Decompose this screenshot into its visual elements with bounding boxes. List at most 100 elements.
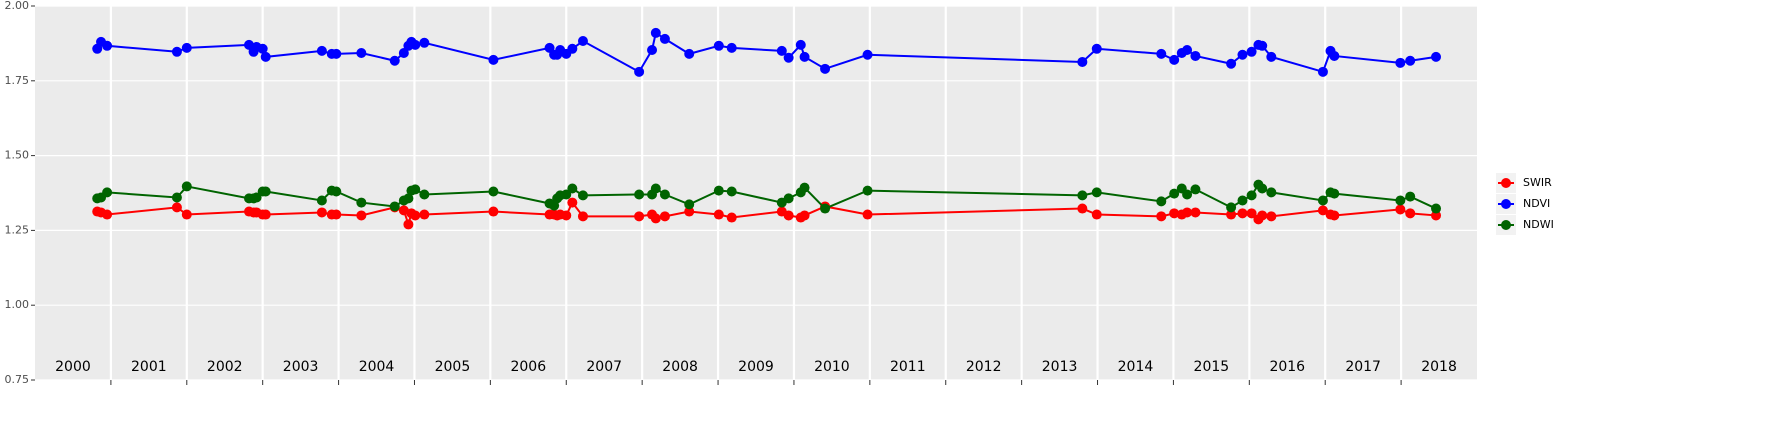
data-point <box>650 213 661 224</box>
data-point <box>783 210 794 221</box>
data-point <box>1431 51 1442 62</box>
data-point <box>102 209 113 220</box>
data-point <box>410 39 421 50</box>
data-point <box>1226 209 1237 220</box>
data-point <box>577 36 588 47</box>
data-point <box>684 206 695 217</box>
data-point <box>647 44 658 55</box>
data-point <box>102 187 113 198</box>
data-point <box>650 183 661 194</box>
data-point <box>260 51 271 62</box>
y-tick-label: 1.50 <box>5 149 30 162</box>
data-point <box>403 193 414 204</box>
data-point <box>1395 204 1406 215</box>
data-point <box>1091 187 1102 198</box>
data-point <box>488 54 499 65</box>
data-point <box>567 197 578 208</box>
y-tick-label: 1.00 <box>5 298 30 311</box>
legend-label: NDWI <box>1523 218 1554 231</box>
data-point <box>1329 50 1340 61</box>
data-point <box>795 39 806 50</box>
data-point <box>659 211 670 222</box>
data-point <box>684 199 695 210</box>
data-point <box>389 201 400 212</box>
data-point <box>316 207 327 218</box>
data-point <box>1169 54 1180 65</box>
data-point <box>316 45 327 56</box>
data-point <box>713 209 724 220</box>
data-point <box>577 190 588 201</box>
data-point <box>1091 209 1102 220</box>
data-point <box>1431 210 1442 221</box>
year-label: 2017 <box>1345 359 1381 375</box>
data-point <box>419 209 430 220</box>
data-point <box>181 42 192 53</box>
data-point <box>713 185 724 196</box>
data-point <box>403 219 414 230</box>
data-point <box>1431 203 1442 214</box>
data-point <box>331 209 342 220</box>
data-point <box>1091 43 1102 54</box>
data-point <box>410 210 421 221</box>
data-point <box>1237 208 1248 219</box>
data-point <box>102 40 113 51</box>
data-point <box>1190 50 1201 61</box>
year-label: 2008 <box>662 359 698 375</box>
data-point <box>1266 187 1277 198</box>
data-point <box>561 210 572 221</box>
data-point <box>1190 207 1201 218</box>
data-point <box>776 45 787 56</box>
data-point <box>389 55 400 66</box>
year-label: 2016 <box>1269 359 1305 375</box>
data-point <box>1246 208 1257 219</box>
data-point <box>1405 191 1416 202</box>
data-point <box>577 211 588 222</box>
data-point <box>331 48 342 59</box>
year-label: 2015 <box>1194 359 1230 375</box>
year-label: 2006 <box>510 359 546 375</box>
data-point <box>726 42 737 53</box>
y-tick-label: 1.25 <box>5 223 30 236</box>
year-label: 2000 <box>55 359 91 375</box>
y-tick-label: 2.00 <box>5 0 30 12</box>
data-point <box>1077 203 1088 214</box>
data-point <box>181 209 192 220</box>
data-point <box>1156 48 1167 59</box>
data-point <box>634 211 645 222</box>
data-point <box>1190 184 1201 195</box>
data-point <box>171 202 182 213</box>
data-point <box>1237 49 1248 60</box>
data-point <box>684 48 695 59</box>
data-point <box>820 203 831 214</box>
data-point <box>799 51 810 62</box>
legend-label: NDVI <box>1523 197 1550 210</box>
data-point <box>1317 66 1328 77</box>
data-point <box>260 209 271 220</box>
legend-label: SWIR <box>1523 176 1552 189</box>
data-point <box>356 210 367 221</box>
data-point <box>398 205 409 216</box>
data-point <box>659 33 670 44</box>
year-label: 2002 <box>207 359 243 375</box>
year-label: 2003 <box>283 359 319 375</box>
data-point <box>410 184 421 195</box>
data-point <box>181 181 192 192</box>
data-point <box>1266 51 1277 62</box>
data-point <box>398 47 409 58</box>
data-point <box>634 66 645 77</box>
legend-point <box>1501 178 1511 188</box>
data-point <box>356 197 367 208</box>
data-point <box>171 46 182 57</box>
legend-point <box>1501 220 1511 230</box>
year-label: 2014 <box>1118 359 1154 375</box>
data-point <box>488 186 499 197</box>
data-point <box>1405 55 1416 66</box>
data-point <box>1246 190 1257 201</box>
year-label: 2001 <box>131 359 167 375</box>
data-point <box>659 189 670 200</box>
data-point <box>1226 202 1237 213</box>
year-label: 2010 <box>814 359 850 375</box>
data-point <box>726 186 737 197</box>
data-point <box>1329 210 1340 221</box>
